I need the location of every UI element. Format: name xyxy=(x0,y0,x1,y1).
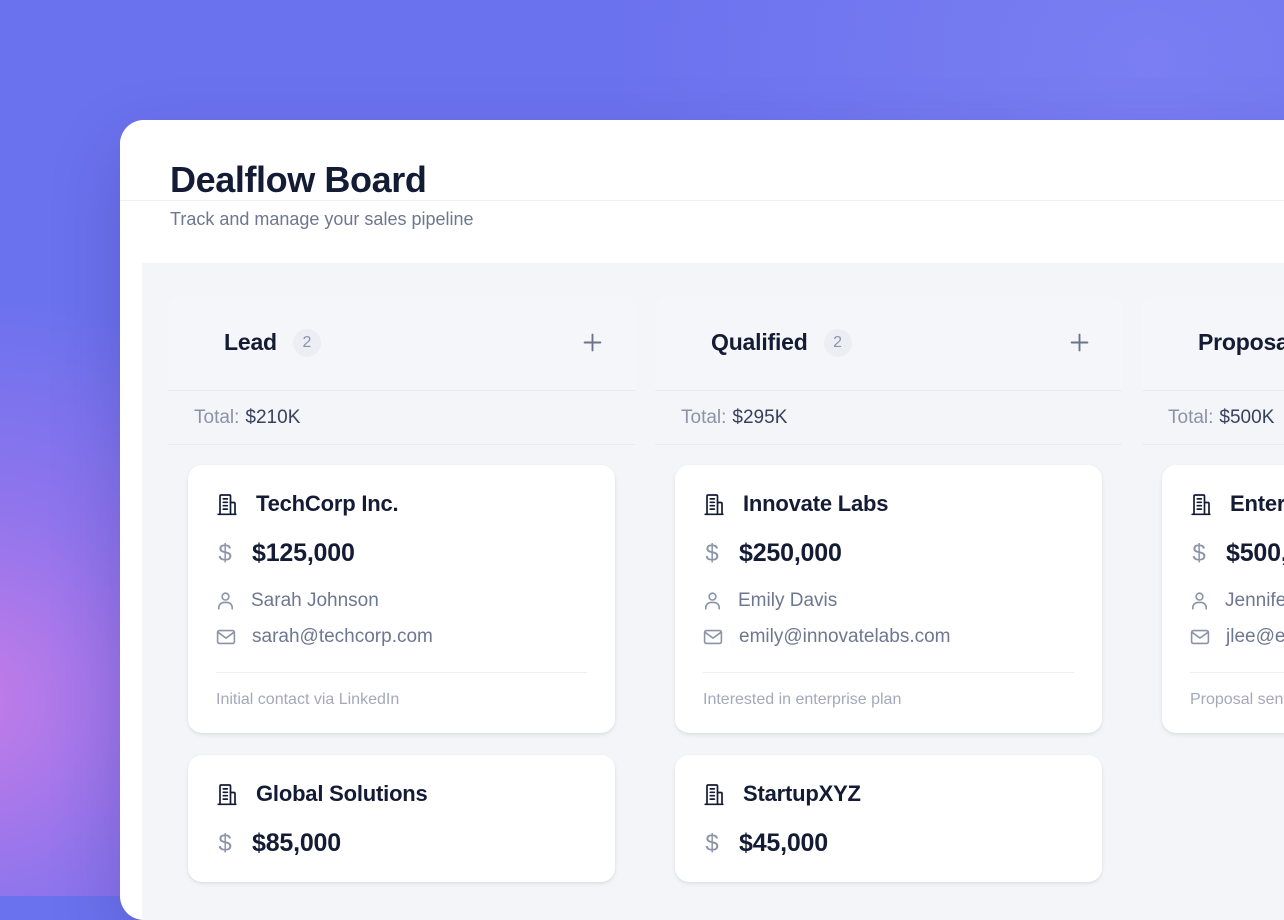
deal-amount: $125,000 xyxy=(252,539,355,568)
app-window: Dealflow Board Track and manage your sal… xyxy=(120,120,1284,920)
person-icon xyxy=(216,591,235,611)
deal-amount: $45,000 xyxy=(739,829,828,858)
deal-contact-row: Jennifer Lee xyxy=(1190,590,1284,612)
mail-icon xyxy=(1190,628,1210,646)
deal-card[interactable]: Global Solutions $ $85,000 xyxy=(188,755,615,882)
deal-card[interactable]: Enterprise Co $ $500,000 Jennifer Lee jlee@e… xyxy=(1162,465,1284,733)
person-icon xyxy=(703,591,722,611)
building-icon xyxy=(216,493,238,516)
column-count-badge: 2 xyxy=(293,329,321,357)
total-label: Total: xyxy=(194,407,239,429)
card-divider xyxy=(216,672,587,673)
board-columns: Lead 2 Total: $210K TechCorp Inc. $ $125,000 Sa… xyxy=(142,263,1284,902)
column-header-proposal: Proposal1 xyxy=(1142,295,1284,391)
deal-email-row: sarah@techcorp.com xyxy=(216,626,587,648)
total-value: $500K xyxy=(1219,407,1274,429)
column-cards-lead: TechCorp Inc. $ $125,000 Sarah Johnson sarah… xyxy=(168,445,635,902)
deal-contact-email: jlee@enterprise.com xyxy=(1226,626,1284,648)
deal-company-row: TechCorp Inc. xyxy=(216,491,587,517)
dollar-icon: $ xyxy=(216,542,234,566)
mail-icon xyxy=(703,628,723,646)
deal-contact-name: Jennifer Lee xyxy=(1225,590,1284,612)
board-column-lead: Lead 2 Total: $210K TechCorp Inc. $ $125,000 Sa… xyxy=(168,295,635,902)
column-cards-qualified: Innovate Labs $ $250,000 Emily Davis emily@i… xyxy=(655,445,1122,902)
deal-company-name: Innovate Labs xyxy=(743,491,888,517)
deal-company-row: StartupXYZ xyxy=(703,781,1074,807)
deal-email-row: jlee@enterprise.com xyxy=(1190,626,1284,648)
board-column-proposal: Proposal1 Total: $500K Enterprise Co $ $500,0… xyxy=(1142,295,1284,753)
column-total-lead: Total: $210K xyxy=(168,391,635,445)
plus-icon xyxy=(1068,331,1091,354)
dollar-icon: $ xyxy=(216,832,234,856)
card-divider xyxy=(703,672,1074,673)
page-title: Dealflow Board xyxy=(170,158,1280,201)
deal-company-row: Global Solutions xyxy=(216,781,587,807)
deal-contact-email: sarah@techcorp.com xyxy=(252,626,433,648)
add-deal-button-qualified[interactable] xyxy=(1064,328,1094,358)
deal-contact-email: emily@innovatelabs.com xyxy=(739,626,951,648)
person-icon xyxy=(1190,591,1209,611)
deal-amount-row: $ $500,000 xyxy=(1190,539,1284,568)
deal-amount-row: $ $250,000 xyxy=(703,539,1074,568)
board-scroll-area[interactable]: Lead 2 Total: $210K TechCorp Inc. $ $125,000 Sa… xyxy=(142,263,1284,920)
deal-note: Initial contact via LinkedIn xyxy=(216,691,587,709)
column-title: Lead xyxy=(224,329,277,356)
column-title: Proposal xyxy=(1198,329,1284,356)
column-title: Qualified xyxy=(711,329,808,356)
deal-contact-row: Sarah Johnson xyxy=(216,590,587,612)
deal-note: Proposal sent last week xyxy=(1190,691,1284,709)
deal-company-name: Global Solutions xyxy=(256,781,428,807)
column-cards-proposal: Enterprise Co $ $500,000 Jennifer Lee jlee@e… xyxy=(1142,445,1284,753)
deal-amount-row: $ $85,000 xyxy=(216,829,587,858)
deal-contact-name: Sarah Johnson xyxy=(251,590,379,612)
page-subtitle: Track and manage your sales pipeline xyxy=(170,208,1280,230)
plus-icon xyxy=(581,331,604,354)
deal-note: Interested in enterprise plan xyxy=(703,691,1074,709)
mail-icon xyxy=(216,628,236,646)
dollar-icon: $ xyxy=(1190,542,1208,566)
deal-amount: $250,000 xyxy=(739,539,842,568)
deal-amount-row: $ $45,000 xyxy=(703,829,1074,858)
building-icon xyxy=(703,493,725,516)
deal-amount: $85,000 xyxy=(252,829,341,858)
deal-company-row: Innovate Labs xyxy=(703,491,1074,517)
dollar-icon: $ xyxy=(703,542,721,566)
column-count-badge: 2 xyxy=(824,329,852,357)
column-total-proposal: Total: $500K xyxy=(1142,391,1284,445)
deal-card[interactable]: TechCorp Inc. $ $125,000 Sarah Johnson sarah… xyxy=(188,465,615,733)
page-header: Dealflow Board Track and manage your sal… xyxy=(120,120,1284,201)
column-header-qualified: Qualified 2 xyxy=(655,295,1122,391)
deal-contact-name: Emily Davis xyxy=(738,590,837,612)
deal-company-name: TechCorp Inc. xyxy=(256,491,398,517)
dollar-icon: $ xyxy=(703,832,721,856)
deal-company-name: StartupXYZ xyxy=(743,781,861,807)
deal-amount: $500,000 xyxy=(1226,539,1284,568)
column-total-qualified: Total: $295K xyxy=(655,391,1122,445)
deal-card[interactable]: Innovate Labs $ $250,000 Emily Davis emily@i… xyxy=(675,465,1102,733)
deal-email-row: emily@innovatelabs.com xyxy=(703,626,1074,648)
total-label: Total: xyxy=(1168,407,1213,429)
building-icon xyxy=(1190,493,1212,516)
card-divider xyxy=(1190,672,1284,673)
column-header-lead: Lead 2 xyxy=(168,295,635,391)
deal-company-row: Enterprise Co xyxy=(1190,491,1284,517)
deal-company-name: Enterprise Co xyxy=(1230,491,1284,517)
building-icon xyxy=(216,783,238,806)
deal-card[interactable]: StartupXYZ $ $45,000 xyxy=(675,755,1102,882)
total-value: $295K xyxy=(732,407,787,429)
deal-amount-row: $ $125,000 xyxy=(216,539,587,568)
board-column-qualified: Qualified 2 Total: $295K Innovate Labs $ $250,… xyxy=(655,295,1122,902)
total-label: Total: xyxy=(681,407,726,429)
total-value: $210K xyxy=(245,407,300,429)
deal-contact-row: Emily Davis xyxy=(703,590,1074,612)
building-icon xyxy=(703,783,725,806)
add-deal-button-lead[interactable] xyxy=(577,328,607,358)
